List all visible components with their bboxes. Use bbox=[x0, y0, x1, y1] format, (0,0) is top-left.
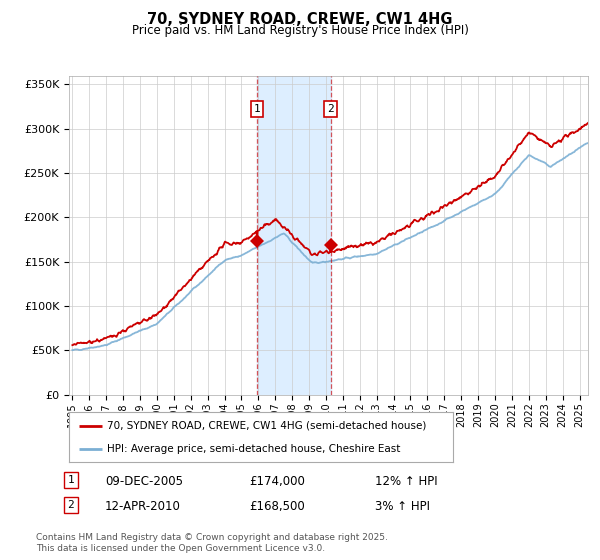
Text: £168,500: £168,500 bbox=[249, 500, 305, 513]
Text: 70, SYDNEY ROAD, CREWE, CW1 4HG (semi-detached house): 70, SYDNEY ROAD, CREWE, CW1 4HG (semi-de… bbox=[107, 421, 427, 431]
Text: 12% ↑ HPI: 12% ↑ HPI bbox=[375, 475, 437, 488]
Text: Price paid vs. HM Land Registry's House Price Index (HPI): Price paid vs. HM Land Registry's House … bbox=[131, 24, 469, 36]
Text: 70, SYDNEY ROAD, CREWE, CW1 4HG: 70, SYDNEY ROAD, CREWE, CW1 4HG bbox=[147, 12, 453, 27]
Text: 2: 2 bbox=[67, 500, 74, 510]
Text: HPI: Average price, semi-detached house, Cheshire East: HPI: Average price, semi-detached house,… bbox=[107, 445, 401, 454]
Text: 1: 1 bbox=[67, 475, 74, 485]
Text: 3% ↑ HPI: 3% ↑ HPI bbox=[375, 500, 430, 513]
Bar bbox=[257, 76, 331, 395]
Text: £174,000: £174,000 bbox=[249, 475, 305, 488]
Text: 1: 1 bbox=[254, 104, 260, 114]
Text: 12-APR-2010: 12-APR-2010 bbox=[105, 500, 181, 513]
Text: 2: 2 bbox=[327, 104, 334, 114]
Text: Contains HM Land Registry data © Crown copyright and database right 2025.
This d: Contains HM Land Registry data © Crown c… bbox=[36, 533, 388, 553]
Text: 09-DEC-2005: 09-DEC-2005 bbox=[105, 475, 183, 488]
